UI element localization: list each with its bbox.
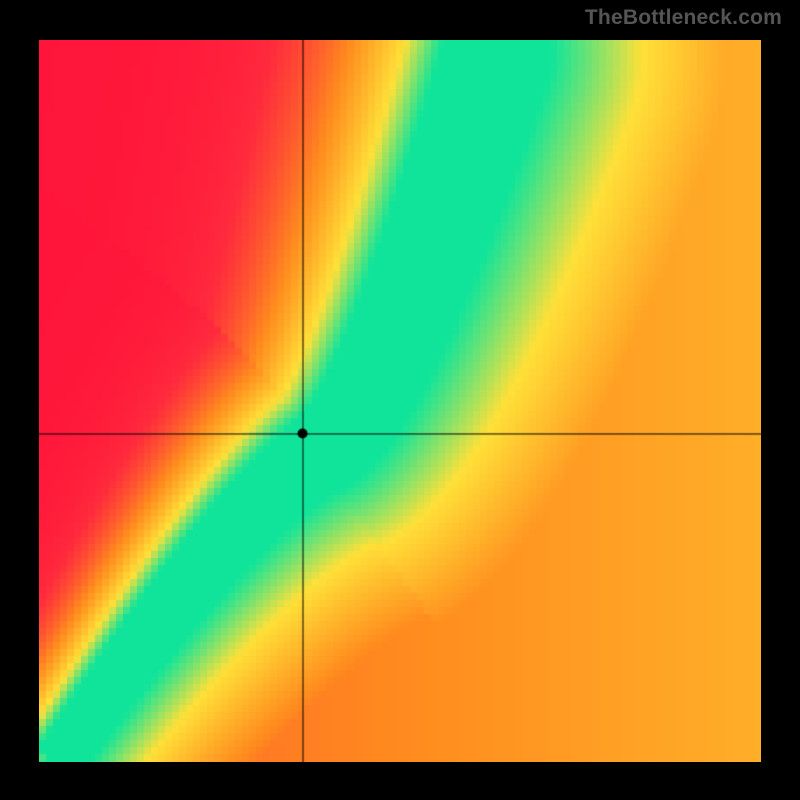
heatmap-canvas — [39, 40, 761, 762]
watermark-text: TheBottleneck.com — [585, 6, 782, 30]
chart-container: TheBottleneck.com — [0, 0, 800, 800]
